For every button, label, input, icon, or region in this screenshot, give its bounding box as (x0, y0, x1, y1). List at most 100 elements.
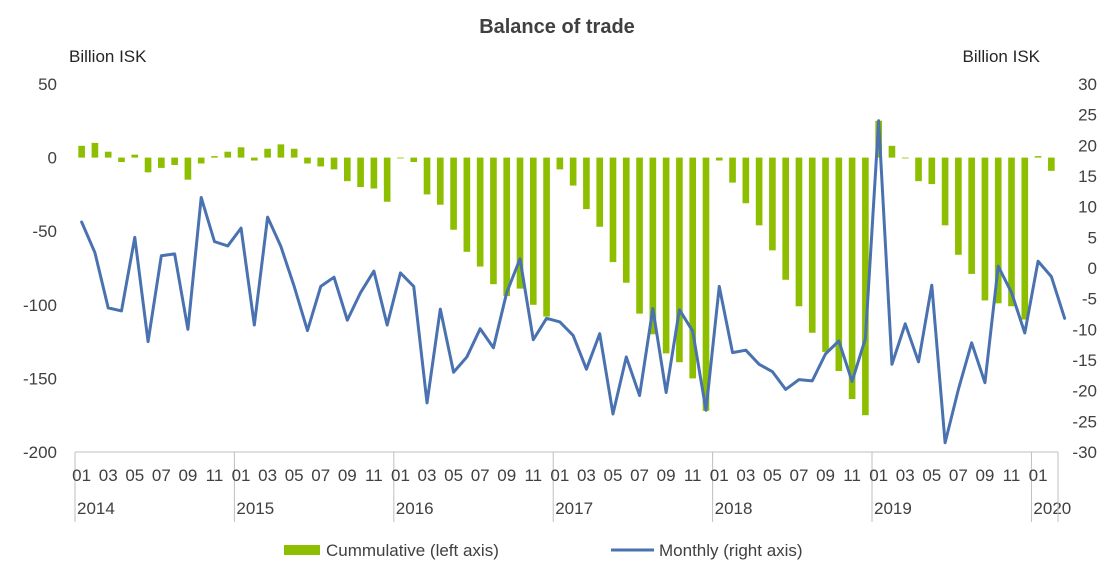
cumulative-bar (543, 157, 550, 317)
cumulative-bar (596, 157, 604, 227)
cumulative-bar (330, 157, 338, 170)
right-tick-label: 20 (1078, 136, 1097, 155)
cumulative-bar (742, 157, 750, 204)
cumulative-bar (609, 157, 617, 263)
month-tick-label: 11 (1003, 466, 1021, 485)
month-tick-label: 01 (232, 466, 251, 485)
cumulative-bar (503, 157, 511, 296)
month-tick-label: 07 (630, 466, 649, 485)
cumulative-bar (1021, 157, 1029, 320)
cumulative-bar (91, 142, 99, 158)
month-tick-label: 07 (152, 466, 171, 485)
legend-swatch-cumulative (284, 545, 320, 555)
month-tick-label: 05 (285, 466, 304, 485)
cumulative-bar (622, 157, 630, 283)
year-label: 2014 (77, 499, 115, 518)
month-tick-label: 11 (365, 466, 383, 485)
cumulative-bar (1008, 157, 1015, 307)
right-tick-label: -20 (1072, 382, 1097, 401)
year-label: 2015 (236, 499, 274, 518)
cumulative-bar (277, 144, 285, 158)
monthly-line (80, 119, 1067, 445)
cumulative-bar (357, 157, 364, 188)
cumulative-bar (436, 157, 444, 205)
month-tick-label: 01 (710, 466, 729, 485)
cumulative-bar (344, 157, 351, 182)
year-label: 2017 (555, 499, 593, 518)
left-axis-unit: Billion ISK (69, 47, 147, 66)
month-tick-label: 09 (975, 466, 994, 485)
cumulative-bars (78, 120, 1055, 416)
cumulative-bar (450, 157, 457, 230)
cumulative-bar (383, 157, 391, 202)
cumulative-bar (251, 157, 258, 161)
cumulative-bar (676, 157, 683, 363)
monthly-series-line (80, 119, 1067, 445)
month-tick-label: 01 (72, 466, 91, 485)
cumulative-bar (184, 157, 192, 180)
cumulative-bar (264, 148, 271, 158)
cumulative-bar (569, 157, 577, 186)
left-axis-ticks: 50 0 -50 -100 -150 -200 (23, 75, 57, 462)
legend-label-monthly: Monthly (right axis) (659, 541, 803, 560)
cumulative-bar (583, 157, 590, 210)
month-tick-label: 01 (1029, 466, 1048, 485)
cumulative-bar (304, 157, 311, 164)
cumulative-bar (158, 157, 165, 168)
month-tick-label: 03 (896, 466, 915, 485)
cumulative-bar (104, 151, 112, 158)
month-tick-label: 05 (763, 466, 782, 485)
cumulative-bar (729, 157, 736, 183)
cumulative-bar (490, 157, 497, 285)
month-tick-label: 03 (418, 466, 437, 485)
cumulative-bar (118, 157, 125, 163)
cumulative-bar (808, 157, 816, 333)
month-tick-label: 03 (99, 466, 118, 485)
month-tick-label: 07 (311, 466, 330, 485)
right-tick-label: 15 (1078, 167, 1097, 186)
month-tick-label: 05 (604, 466, 623, 485)
right-axis-unit: Billion ISK (963, 47, 1041, 66)
cumulative-bar (370, 157, 378, 189)
month-tick-label: 09 (178, 466, 197, 485)
right-tick-label: 0 (1088, 259, 1097, 278)
month-tick-label: 05 (922, 466, 941, 485)
cumulative-bar (317, 157, 325, 167)
cumulative-bar (941, 157, 949, 226)
month-tick-label: 09 (657, 466, 676, 485)
right-axis-ticks: 30 25 20 15 10 5 0 -5 -10 -15 -20 -25 -30 (1072, 75, 1097, 462)
month-tick-label: 05 (444, 466, 463, 485)
month-tick-label: 03 (258, 466, 277, 485)
month-tick-label: 11 (524, 466, 542, 485)
year-label: 2020 (1033, 499, 1071, 518)
cumulative-bar (822, 157, 829, 352)
cumulative-bar (689, 157, 697, 379)
cumulative-bar (862, 157, 869, 416)
month-tick-label: 07 (949, 466, 968, 485)
cumulative-bar (835, 157, 843, 372)
cumulative-bar (915, 157, 922, 182)
cumulative-bar (888, 145, 896, 158)
cumulative-bar (901, 157, 909, 159)
cumulative-bar (529, 157, 537, 305)
cumulative-bar (516, 157, 524, 289)
right-tick-label: -25 (1072, 412, 1097, 431)
month-tick-label: 03 (736, 466, 755, 485)
cumulative-bar (144, 157, 152, 173)
x-axis: 2014 01 03 05 07 09 11 2015 01 03 05 07 09 11 2016 01 03… (72, 451, 1071, 522)
right-tick-label: -15 (1072, 351, 1097, 370)
cumulative-bar (1034, 156, 1042, 158)
cumulative-bar (994, 157, 1002, 304)
cumulative-bar (955, 157, 962, 255)
cumulative-bar (237, 147, 245, 158)
cumulative-bar (463, 157, 471, 252)
month-tick-label: 09 (816, 466, 835, 485)
cumulative-bar (1048, 157, 1055, 171)
cumulative-bar (171, 157, 178, 165)
left-tick-label: -200 (23, 443, 57, 462)
right-tick-label: 30 (1078, 75, 1097, 94)
month-tick-label: 03 (577, 466, 596, 485)
month-tick-label: 07 (471, 466, 490, 485)
month-tick-label: 01 (550, 466, 569, 485)
